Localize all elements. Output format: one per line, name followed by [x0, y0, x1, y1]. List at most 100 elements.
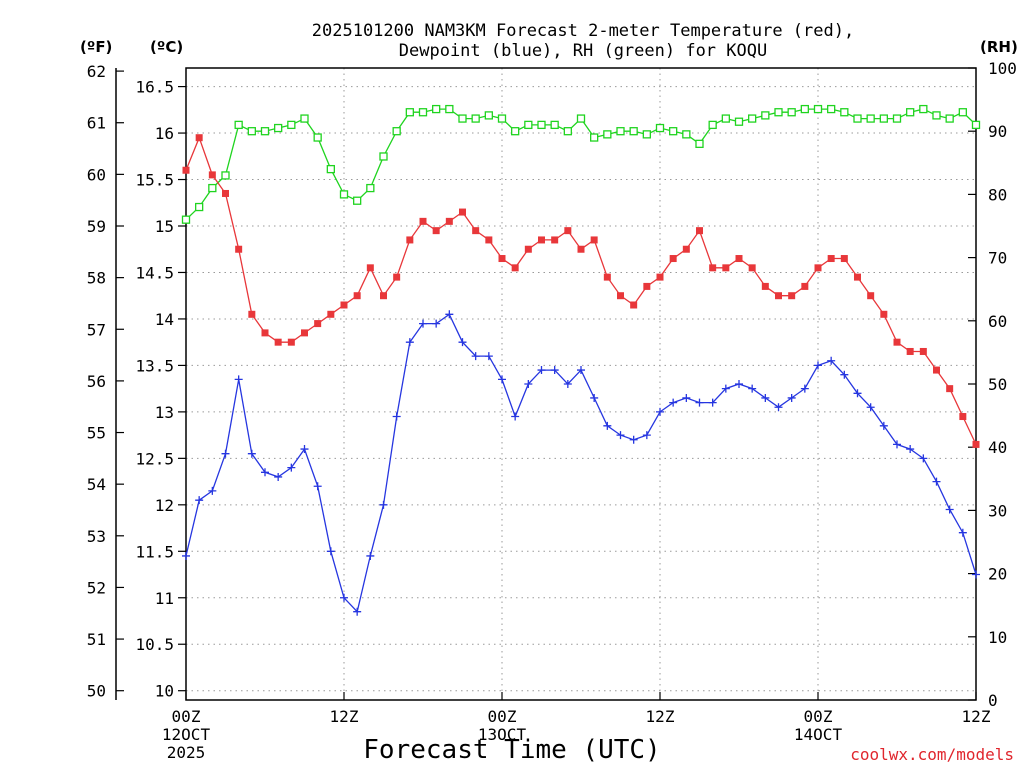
dewpoint-series	[182, 310, 980, 616]
temperature-point	[261, 329, 269, 337]
celsius-tick-label: 13	[155, 403, 174, 422]
rh-point	[800, 104, 809, 114]
dewpoint-point	[787, 393, 796, 402]
temperature-point	[208, 171, 216, 179]
dewpoint-point	[326, 547, 335, 556]
dewpoint-point	[445, 310, 454, 319]
temperature-point	[182, 166, 190, 174]
rh-point	[379, 152, 388, 161]
dewpoint-point	[893, 440, 901, 449]
rh-point	[576, 114, 586, 123]
time-tick-label: 00Z	[172, 707, 201, 726]
rh-point	[840, 108, 849, 117]
fahrenheit-tick-label: 62	[87, 62, 106, 81]
temperature-point	[880, 310, 888, 318]
grid-lines	[186, 68, 976, 700]
dewpoint-point	[300, 445, 309, 454]
temperature-point	[577, 245, 585, 253]
dewpoint-point	[550, 366, 559, 375]
rh-point	[945, 114, 954, 123]
rh-point	[550, 120, 559, 130]
temperature-series	[182, 134, 980, 448]
temperature-point	[946, 385, 954, 393]
temperature-point	[248, 310, 256, 318]
fahrenheit-tick-label: 53	[87, 527, 106, 546]
dewpoint-point	[274, 472, 283, 481]
celsius-tick-label: 11	[155, 589, 174, 608]
fahrenheit-tick-label: 57	[87, 320, 106, 339]
rh-point	[669, 127, 678, 136]
temperature-point	[538, 236, 545, 244]
rh-point	[655, 123, 665, 133]
temperature-point	[761, 282, 769, 290]
time-tick-label: 00Z	[804, 707, 833, 726]
temperature-point	[643, 282, 651, 290]
dewpoint-point	[221, 449, 230, 458]
dewpoint-point	[656, 407, 664, 416]
temperature-point	[287, 338, 295, 346]
temperature-point	[748, 264, 756, 272]
rh-point	[603, 130, 612, 139]
rh-point	[445, 104, 454, 114]
dewpoint-point	[958, 528, 967, 537]
temperature-point	[445, 217, 453, 225]
temperature-point	[709, 264, 717, 272]
celsius-tick-label: 16.5	[135, 78, 174, 97]
rh-point	[537, 120, 546, 130]
temperature-point	[235, 245, 243, 253]
temperature-point	[959, 413, 967, 421]
celsius-unit-label: (ºC)	[150, 38, 183, 56]
dewpoint-point	[748, 384, 757, 393]
dewpoint-point	[484, 352, 493, 361]
fahrenheit-tick-label: 50	[87, 682, 106, 701]
dewpoint-point	[879, 421, 888, 430]
rh-point	[313, 133, 322, 142]
dewpoint-point	[261, 468, 269, 477]
fahrenheit-tick-label: 59	[87, 217, 106, 236]
dewpoint-point	[932, 477, 941, 486]
temperature-point	[682, 245, 690, 253]
chart-title-line2: Dewpoint (blue), RH (green) for KOQU	[399, 41, 767, 61]
fahrenheit-tick-label: 54	[87, 475, 106, 494]
rh-point	[695, 139, 704, 148]
celsius-tick-label: 10.5	[135, 635, 174, 654]
dewpoint-point	[313, 482, 322, 491]
fahrenheit-unit-label: (ºF)	[80, 38, 112, 56]
temperature-point	[564, 227, 572, 235]
fahrenheit-tick-label: 60	[87, 165, 106, 184]
dewpoint-point	[866, 403, 875, 412]
rh-point	[563, 127, 572, 136]
dewpoint-point	[471, 352, 480, 361]
temperature-point	[854, 273, 861, 281]
rh-point	[208, 183, 217, 193]
rh-point	[734, 117, 744, 126]
rh-point	[721, 114, 730, 123]
temperature-point	[380, 292, 387, 300]
dewpoint-point	[577, 366, 585, 375]
dewpoint-point	[287, 463, 296, 472]
dewpoint-point	[669, 398, 678, 407]
rh-tick-label: 0	[988, 691, 998, 710]
dewpoint-point	[590, 393, 599, 402]
celsius-axis: 10 10.5 11 11.5 12 12.5 13 13.5 14 14.5 15 15.5 16 16…	[135, 78, 186, 701]
rh-point	[748, 114, 757, 123]
rh-point	[827, 104, 836, 114]
celsius-tick-label: 15.5	[135, 171, 174, 190]
dewpoint-point	[774, 403, 783, 412]
rh-tick-label: 30	[988, 501, 1007, 520]
dewpoint-line	[185, 313, 977, 614]
rh-tick-label: 60	[988, 312, 1007, 331]
temperature-point	[222, 189, 229, 197]
rh-point	[471, 114, 480, 123]
dewpoint-point	[800, 384, 809, 393]
celsius-tick-label: 12	[155, 496, 174, 515]
rh-point	[287, 120, 296, 130]
rh-tick-label: 70	[988, 249, 1007, 268]
rh-point	[326, 164, 335, 174]
rh-point	[590, 133, 599, 142]
dewpoint-point	[340, 593, 348, 602]
dewpoint-point	[405, 338, 414, 347]
rh-point	[853, 114, 862, 123]
rh-axis: 0 10 20 30 40 50 60 70 80 90 100	[968, 59, 1017, 710]
dewpoint-point	[498, 375, 506, 384]
